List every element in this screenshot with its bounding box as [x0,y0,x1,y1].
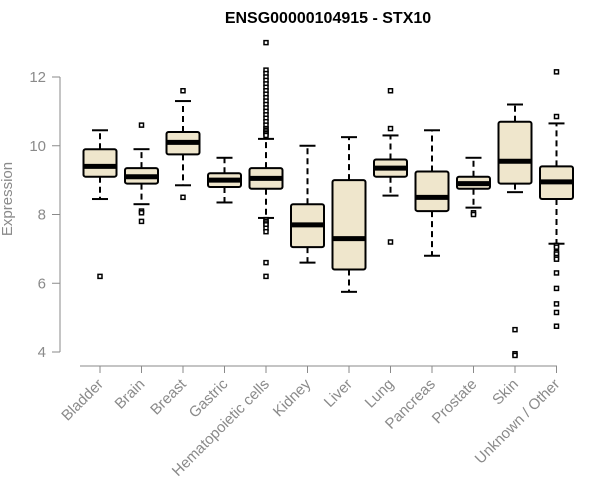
x-tick-label: Breast [147,375,190,418]
outlier-point [263,259,269,266]
box-hematopoietic-cells [248,39,284,280]
box-breast [165,88,201,201]
outlier-point [97,273,103,280]
outlier-point [553,301,560,307]
box-bladder [82,129,118,280]
outlier-point [512,352,518,359]
x-tick-label: Liver [321,376,356,411]
outlier-point [553,69,560,75]
y-tick-label: 8 [38,207,46,224]
outlier-point [180,88,186,94]
outlier-point [138,210,145,216]
outlier-point [553,270,560,276]
x-tick-label: Skin [489,376,522,409]
box-liver [331,136,367,293]
y-ticks: 4 6 8 10 12 [29,69,60,361]
boxes [82,39,574,359]
y-tick-label: 10 [29,138,46,155]
y-tick-label: 6 [38,275,46,292]
outlier-point [263,132,269,139]
outlier-point [180,194,186,201]
outlier-point [263,39,269,46]
y-axis-label: Expression [0,162,16,236]
x-tick-label: Kidney [270,375,315,420]
y-tick-label: 4 [38,344,46,361]
box-gastric [207,156,242,204]
outlier-point [387,239,394,245]
outlier-point [387,125,394,132]
outlier-point [470,211,477,218]
outlier-point [553,309,560,316]
outlier-point [553,113,560,120]
box-iqr [331,179,367,271]
box-brain [124,122,159,225]
box-prostate [456,156,491,218]
y-tick-label: 12 [29,69,46,86]
outlier-point [553,244,560,250]
outlier-point [387,88,394,94]
outlier-point [263,273,269,280]
box-skin [497,103,533,359]
box-iqr [497,120,533,185]
outlier-point [138,218,145,225]
box-iqr [82,148,118,178]
chart-title: ENSG00000104915 - STX10 [225,10,431,27]
x-tick-label: Lung [362,376,398,412]
box-lung [373,88,408,245]
box-pancreas [414,129,450,257]
x-tick-label: Brain [112,376,149,413]
box-iqr [414,170,450,213]
outlier-point [553,323,560,329]
x-tick-label: Bladder [58,376,107,425]
box-unknown-other [539,69,574,329]
box-kidney [290,144,325,264]
outlier-point [553,285,560,292]
outlier-point [138,122,145,128]
outlier-point [512,326,518,333]
x-tick-label: Prostate [429,376,481,428]
outlier-point [553,256,560,262]
outlier-point [263,228,269,235]
